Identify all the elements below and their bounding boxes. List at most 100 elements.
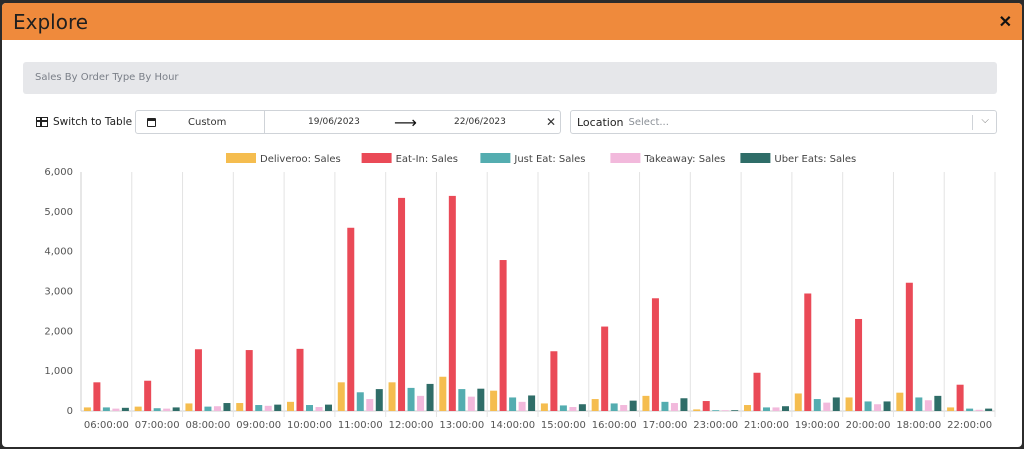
bar[interactable] <box>398 197 406 411</box>
bar[interactable] <box>947 407 955 411</box>
location-placeholder[interactable]: Select... <box>628 116 669 128</box>
bar[interactable] <box>417 395 425 411</box>
bar[interactable] <box>388 382 396 411</box>
bar[interactable] <box>407 387 415 411</box>
bar[interactable] <box>540 403 548 411</box>
bar[interactable] <box>753 372 761 411</box>
bar[interactable] <box>458 389 466 411</box>
bar[interactable] <box>426 383 434 411</box>
bar[interactable] <box>629 400 637 411</box>
bar[interactable] <box>874 404 882 411</box>
bar[interactable] <box>661 401 669 411</box>
bar[interactable] <box>93 382 101 411</box>
legend-swatch[interactable] <box>740 153 771 163</box>
bar[interactable] <box>134 406 142 411</box>
bar[interactable] <box>569 407 577 411</box>
bar[interactable] <box>864 401 872 411</box>
bar[interactable] <box>610 403 618 411</box>
bar[interactable] <box>804 293 812 411</box>
legend-label[interactable]: Takeaway: Sales <box>643 154 725 165</box>
bar[interactable] <box>528 395 536 411</box>
bar[interactable] <box>172 407 180 411</box>
bar[interactable] <box>601 326 609 411</box>
bar[interactable] <box>578 404 586 411</box>
bar[interactable] <box>794 393 802 411</box>
bar[interactable] <box>509 397 517 411</box>
bar[interactable] <box>721 410 729 411</box>
end-date[interactable]: 22/06/2023 <box>454 117 506 127</box>
bar[interactable] <box>337 382 345 411</box>
bar[interactable] <box>772 407 780 411</box>
close-icon[interactable]: ✕ <box>998 13 1012 31</box>
bar[interactable] <box>213 406 221 411</box>
bar[interactable] <box>966 408 974 411</box>
bar[interactable] <box>763 407 770 411</box>
bar[interactable] <box>712 410 720 411</box>
legend-label[interactable]: Deliveroo: Sales <box>260 154 341 165</box>
bar[interactable] <box>477 388 485 411</box>
bar[interactable] <box>439 376 447 411</box>
bar[interactable] <box>905 282 913 411</box>
bar[interactable] <box>185 403 193 411</box>
bar[interactable] <box>782 406 789 411</box>
bar[interactable] <box>924 400 932 411</box>
bar[interactable] <box>642 395 650 411</box>
bar[interactable] <box>264 405 272 411</box>
bar[interactable] <box>153 408 161 411</box>
legend-swatch[interactable] <box>226 153 256 163</box>
bar[interactable] <box>731 410 739 411</box>
date-range-preset[interactable]: Custom <box>136 111 265 133</box>
bar[interactable] <box>744 405 751 411</box>
bar[interactable] <box>985 408 993 411</box>
bar[interactable] <box>144 380 152 411</box>
date-range-picker[interactable]: Custom 19/06/2023 ⟶ 22/06/2023 ✕ <box>135 110 561 134</box>
bar[interactable] <box>813 399 821 411</box>
legend-swatch[interactable] <box>361 153 392 163</box>
bar[interactable] <box>896 392 904 411</box>
bar[interactable] <box>255 405 263 411</box>
bar[interactable] <box>702 401 710 411</box>
switch-to-table-button[interactable]: Switch to Table <box>23 110 132 134</box>
bar[interactable] <box>287 401 294 411</box>
bar[interactable] <box>121 407 129 411</box>
bar[interactable] <box>620 405 628 411</box>
bar[interactable] <box>356 392 364 411</box>
bar[interactable] <box>693 409 701 411</box>
chevron-down-icon[interactable]: ⌵ <box>981 115 989 126</box>
legend-label[interactable]: Just Eat: Sales <box>513 154 585 165</box>
bar[interactable] <box>855 318 863 411</box>
bar[interactable] <box>591 399 599 411</box>
legend-swatch[interactable] <box>480 153 511 163</box>
bar[interactable] <box>651 298 659 411</box>
bar[interactable] <box>204 406 212 411</box>
bar[interactable] <box>915 397 923 411</box>
legend-label[interactable]: Eat-In: Sales <box>396 154 458 165</box>
bar[interactable] <box>274 404 282 411</box>
bar[interactable] <box>499 260 507 411</box>
bar[interactable] <box>845 397 853 411</box>
bar[interactable] <box>680 398 688 411</box>
bar[interactable] <box>559 405 567 411</box>
bar[interactable] <box>194 349 202 411</box>
bar[interactable] <box>245 350 253 411</box>
bar[interactable] <box>934 395 942 411</box>
bar[interactable] <box>223 403 231 411</box>
bar[interactable] <box>102 407 110 411</box>
bar[interactable] <box>112 408 120 411</box>
legend-label[interactable]: Uber Eats: Sales <box>774 154 856 165</box>
bar[interactable] <box>448 195 456 411</box>
bar[interactable] <box>670 403 678 411</box>
bar[interactable] <box>975 409 983 411</box>
bar[interactable] <box>296 348 304 411</box>
bar[interactable] <box>325 404 332 411</box>
bar[interactable] <box>83 407 91 411</box>
legend-swatch[interactable] <box>610 153 641 163</box>
bar[interactable] <box>956 384 964 411</box>
bar[interactable] <box>467 396 475 411</box>
clear-date-icon[interactable]: ✕ <box>546 115 557 129</box>
bar[interactable] <box>315 407 323 411</box>
bar[interactable] <box>347 227 355 411</box>
bar[interactable] <box>550 351 558 411</box>
bar[interactable] <box>236 403 244 411</box>
bar[interactable] <box>375 389 383 411</box>
